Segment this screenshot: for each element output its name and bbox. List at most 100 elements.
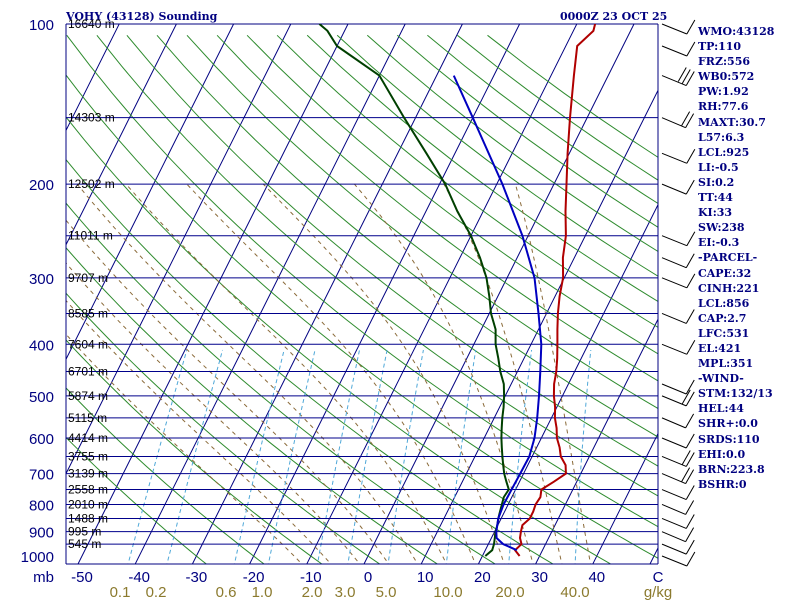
dry-adiabat-line (66, 339, 323, 564)
index-item: CINH:221 (698, 281, 760, 295)
mixing-ratio-line (267, 349, 316, 564)
index-item: EHI:0.0 (698, 447, 746, 461)
index-item: LFC:531 (698, 326, 750, 340)
index-item: SHR+:0.0 (698, 417, 758, 431)
pressure-tick-label: 1000 (21, 549, 54, 566)
height-label: 14303 m (68, 111, 115, 125)
index-item: LCL:856 (698, 296, 750, 310)
mixing-ratio-line (166, 349, 223, 564)
pressure-tick-label: 700 (29, 467, 54, 484)
wind-barb-shaft (661, 473, 686, 485)
wind-barb-group (661, 19, 696, 567)
wind-barb-flag (685, 413, 695, 429)
dry-adiabat-line (66, 436, 208, 564)
wind-barb (661, 19, 696, 35)
dry-adiabat-line (216, 34, 658, 382)
dry-adiabat-group (66, 34, 658, 564)
wind-barb-shaft (661, 543, 687, 555)
dry-adiabat-line (66, 116, 612, 564)
mixing-ratio-tick-label: 0.2 (146, 584, 167, 600)
temperature-tick-label: -30 (186, 569, 208, 586)
dry-adiabat-line (186, 34, 658, 410)
index-item: WMO:43128 (698, 25, 775, 38)
temperature-tick-label: -50 (71, 569, 93, 586)
index-item: SI:0.2 (698, 175, 735, 189)
height-label: 3755 m (68, 449, 108, 463)
wind-barb (661, 450, 695, 467)
wind-barb-flag (686, 273, 696, 289)
height-label: 5874 m (68, 389, 108, 403)
index-item: STM:132/13 (698, 387, 773, 401)
wind-barb (661, 149, 696, 164)
isotherm-group (66, 24, 658, 564)
height-label: 2558 m (68, 483, 108, 497)
index-item: SRDS:110 (698, 432, 760, 446)
wind-barb (661, 340, 696, 355)
wind-barb-shaft (661, 117, 686, 129)
wind-barb-shaft (661, 277, 688, 289)
wind-barb (661, 273, 696, 289)
height-label: 3139 m (68, 467, 108, 481)
wind-barb-shaft (661, 555, 688, 567)
mixing-ratio-tick-label: 5.0 (376, 584, 397, 600)
wind-barb-shaft (661, 489, 687, 500)
mixing-ratio-tick-label: 20.0 (495, 584, 524, 600)
wind-barb-flag (686, 340, 696, 355)
wind-barb-shaft (661, 383, 687, 395)
moist-adiabat-line (66, 299, 332, 564)
moist-adiabat-line (66, 219, 390, 564)
chart-title: VOHY (43128) Sounding (66, 10, 218, 23)
wind-barb-flag (685, 179, 695, 195)
index-item: EI:-0.3 (698, 236, 740, 250)
wind-barb-shaft (661, 23, 688, 35)
temperature-tick-label: 40 (588, 569, 605, 586)
pressure-tick-label: 500 (29, 389, 54, 406)
mixing-ratio-line (316, 349, 360, 564)
wind-barb-shaft (661, 183, 687, 195)
index-item: LI:-0.5 (698, 160, 739, 174)
dry-adiabat-line (366, 34, 658, 253)
height-label: 1488 m (68, 511, 108, 525)
wind-barb-flag (681, 450, 691, 465)
moist-adiabat-line (514, 183, 592, 564)
temperature-tick-label: 30 (531, 569, 548, 586)
wind-barb-flag (685, 71, 695, 86)
wind-barb (661, 433, 695, 449)
pressure-tick-label: 900 (29, 525, 54, 542)
wind-barb (661, 309, 695, 324)
index-item: HEL:44 (698, 402, 744, 416)
isotherm-line (66, 24, 235, 361)
wind-barb-flag (686, 19, 696, 35)
isotherm-line (77, 24, 349, 564)
wind-barb-shaft (661, 517, 687, 529)
index-item: LCL:925 (698, 145, 750, 159)
temperature-tick-label: 20 (474, 569, 491, 586)
height-label: 6701 m (68, 365, 108, 379)
pressure-tick-label: 200 (29, 177, 54, 194)
wind-barb (661, 527, 695, 543)
moist-adiabat-line (443, 183, 563, 564)
moist-adiabat-line (76, 183, 419, 564)
index-item: -PARCEL- (698, 251, 758, 265)
moist-adiabat-line (354, 183, 534, 564)
wind-barb-flag (685, 113, 695, 128)
mixing-ratio-tick-label: g/kg (644, 584, 672, 600)
index-item: FRZ:556 (698, 55, 751, 69)
index-item: L57:6.3 (698, 130, 745, 144)
height-label: 995 m (68, 525, 101, 539)
height-label: 545 m (68, 537, 101, 551)
wind-barb (661, 539, 695, 555)
wind-barb-flag (685, 500, 695, 515)
height-label: 4414 m (68, 431, 108, 445)
index-item: RH:77.6 (698, 100, 749, 114)
dry-adiabat-line (66, 34, 658, 528)
wind-barb (661, 379, 695, 395)
isotherm-line (66, 24, 177, 246)
wind-barb-shaft (661, 395, 687, 407)
wind-barb-flag (681, 69, 691, 84)
height-label: 8585 m (68, 306, 108, 320)
temperature-tick-label: -40 (128, 569, 150, 586)
height-label: 5115 m (68, 411, 107, 425)
height-label: 7604 m (68, 337, 108, 351)
